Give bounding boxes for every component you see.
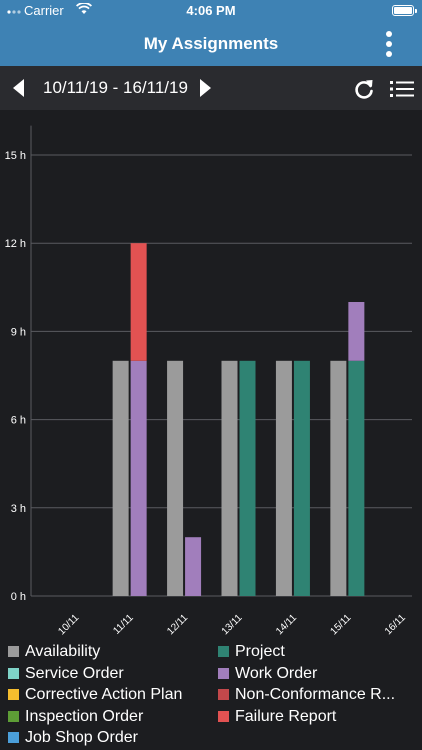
legend-label: Project (235, 643, 285, 660)
previous-week-button[interactable] (10, 78, 28, 98)
legend-label: Service Order (25, 664, 124, 682)
legend-swatch (8, 667, 19, 679)
bar-failure-report-11-11 (130, 243, 147, 361)
x-tick-label: 16/11 (383, 612, 408, 637)
legend-label: Non-Conformance R... (235, 686, 396, 703)
x-tick-label: 14/11 (274, 612, 299, 637)
carrier-name: Carrier (24, 3, 64, 18)
legend-swatch (8, 689, 19, 700)
y-tick-label: 6 h (11, 415, 26, 427)
y-tick-label: 15 h (5, 150, 26, 162)
legend-swatch (218, 646, 229, 657)
legend-swatch (218, 667, 229, 679)
bar-work-order-12-11 (185, 537, 202, 596)
signal-icon (7, 10, 21, 14)
battery-icon (392, 5, 417, 16)
list-icon (390, 81, 414, 97)
x-tick-label: 15/11 (329, 612, 354, 637)
more-options-button[interactable] (376, 28, 402, 60)
clock: 4:06 PM (186, 3, 236, 18)
date-range-bar: 10/11/19 - 16/11/19 (0, 66, 422, 110)
page-title: My Assignments (143, 34, 279, 53)
bar-availability-11-11 (112, 360, 129, 596)
bar-availability-13-11 (221, 360, 238, 596)
legend-swatch (8, 646, 19, 657)
x-tick-label: 12/11 (165, 612, 190, 637)
navigation-bar: My Assignments (0, 22, 422, 66)
legend-label: Failure Report (235, 707, 337, 725)
wifi-icon (76, 3, 92, 14)
list-view-button[interactable] (389, 77, 415, 101)
next-week-button[interactable] (196, 78, 214, 98)
legend-swatch (218, 710, 229, 722)
y-tick-label: 3 h (11, 503, 26, 515)
refresh-button[interactable] (352, 77, 376, 101)
bar-work-order-11-11 (130, 360, 147, 596)
date-range-label: 10/11/19 - 16/11/19 (43, 78, 188, 97)
chevron-left-icon (13, 79, 24, 97)
legend-label: Work Order (235, 664, 318, 682)
x-tick-label: 10/11 (56, 612, 81, 637)
bar-availability-14-11 (275, 360, 292, 596)
legend-label: Availability (25, 643, 101, 660)
y-tick-label: 0 h (11, 591, 26, 603)
x-tick-label: 11/11 (111, 612, 136, 637)
bar-work-order-15-11 (348, 302, 365, 361)
y-tick-label: 9 h (11, 326, 26, 338)
legend-label: Job Shop Order (25, 729, 138, 746)
bar-availability-12-11 (167, 360, 184, 596)
legend-swatch (218, 689, 229, 700)
bar-availability-15-11 (330, 360, 347, 596)
x-tick-label: 13/11 (220, 612, 245, 637)
chart-legend: Availability Project Service Order Work Ord… (0, 640, 422, 750)
bar-project-14-11 (293, 360, 310, 596)
y-tick-label: 12 h (5, 238, 26, 250)
legend-label: Corrective Action Plan (25, 686, 183, 703)
bar-project-13-11 (239, 360, 256, 596)
bar-project-15-11 (348, 360, 365, 596)
legend-swatch (8, 710, 19, 722)
status-bar: Carrier 4:06 PM (0, 0, 422, 22)
legend-label: Inspection Order (25, 707, 144, 725)
assignments-chart: 0 h 3 h 6 h 9 h 12 h 15 h 10/11 11/11 12/11 13/11… (5, 125, 412, 637)
refresh-icon (355, 81, 373, 99)
legend-swatch (8, 732, 19, 743)
chevron-right-icon (200, 79, 211, 97)
